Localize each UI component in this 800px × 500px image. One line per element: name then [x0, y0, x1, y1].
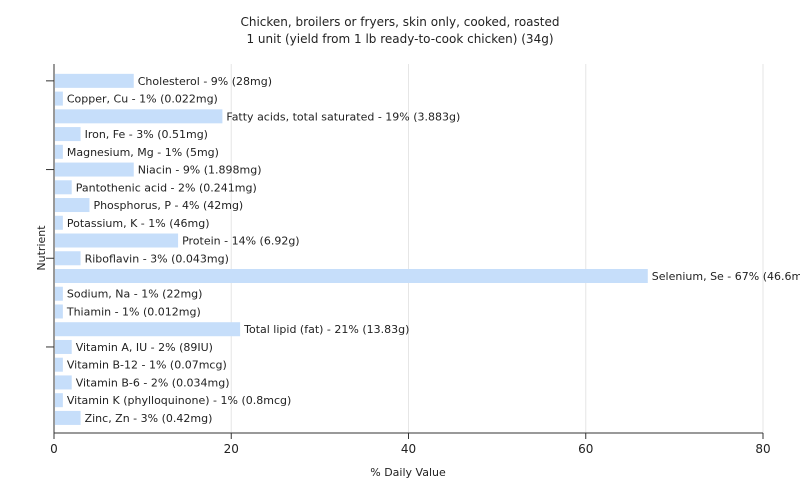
- bar: [55, 109, 223, 124]
- bar-label: Niacin - 9% (1.898mg): [138, 164, 262, 177]
- bar-label: Iron, Fe - 3% (0.51mg): [85, 128, 208, 141]
- bar: [55, 322, 241, 337]
- bar: [55, 268, 648, 283]
- bar-label: Pantothenic acid - 2% (0.241mg): [76, 181, 257, 194]
- bar: [55, 144, 63, 159]
- axes: 0 20 40 60 80: [46, 64, 771, 456]
- bar: [55, 375, 72, 390]
- bar-label: Protein - 14% (6.92g): [182, 235, 300, 248]
- bar-label: Total lipid (fat) - 21% (13.83g): [243, 323, 409, 336]
- bar: [55, 251, 81, 266]
- bar-label: Magnesium, Mg - 1% (5mg): [67, 146, 219, 159]
- bar-label: Potassium, K - 1% (46mg): [67, 217, 210, 230]
- bar: [55, 393, 63, 408]
- bar: [55, 339, 72, 354]
- bar-label: Zinc, Zn - 3% (0.42mg): [85, 412, 213, 425]
- bar-label: Copper, Cu - 1% (0.022mg): [67, 93, 218, 106]
- x-tick-label: 20: [224, 442, 239, 456]
- bar: [55, 215, 63, 230]
- x-tick-label: 0: [50, 442, 58, 456]
- bar-label: Cholesterol - 9% (28mg): [138, 75, 272, 88]
- grid: [230, 64, 764, 433]
- bar: [55, 286, 63, 301]
- bar-label: Vitamin B-12 - 1% (0.07mcg): [67, 359, 227, 372]
- bar-label: Riboflavin - 3% (0.043mg): [85, 252, 229, 265]
- bar-label: Thiamin - 1% (0.012mg): [66, 305, 201, 318]
- bar-label: Fatty acids, total saturated - 19% (3.88…: [226, 110, 460, 123]
- bar: [55, 91, 63, 106]
- bars: Cholesterol - 9% (28mg) Copper, Cu - 1% (…: [55, 73, 800, 425]
- bar: [55, 304, 63, 319]
- bar-label: Selenium, Se - 67% (46.6mcg): [652, 270, 800, 283]
- bar: [55, 127, 81, 142]
- bar: [55, 233, 179, 248]
- x-tick-label: 60: [578, 442, 593, 456]
- bar-label: Vitamin A, IU - 2% (89IU): [76, 341, 213, 354]
- bar: [55, 180, 72, 195]
- bar: [55, 73, 134, 88]
- bar-label: Vitamin K (phylloquinone) - 1% (0.8mcg): [67, 394, 291, 407]
- bar-label: Vitamin B-6 - 2% (0.034mg): [76, 376, 230, 389]
- bar-label: Phosphorus, P - 4% (42mg): [93, 199, 243, 212]
- bar: [55, 357, 63, 372]
- bar-label: Sodium, Na - 1% (22mg): [67, 288, 203, 301]
- x-tick-label: 40: [401, 442, 416, 456]
- bar: [55, 410, 81, 425]
- y-axis-label: Nutrient: [35, 225, 48, 271]
- bar: [55, 198, 90, 213]
- chart-subtitle: 1 unit (yield from 1 lb ready-to-cook ch…: [246, 32, 554, 46]
- chart-title: Chicken, broilers or fryers, skin only, …: [240, 15, 560, 29]
- x-axis-label: % Daily Value: [370, 466, 446, 479]
- x-tick-label: 80: [755, 442, 770, 456]
- bar: [55, 162, 134, 177]
